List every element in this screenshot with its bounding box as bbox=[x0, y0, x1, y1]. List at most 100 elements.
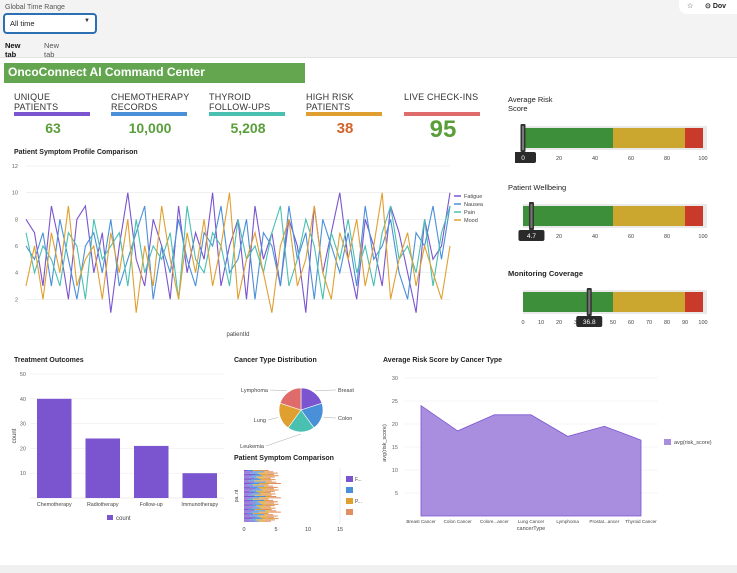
hbar-segment bbox=[257, 501, 268, 503]
line-series bbox=[25, 192, 451, 313]
hbar-segment bbox=[259, 497, 270, 499]
hbar-segment bbox=[273, 489, 279, 491]
hbar-segment bbox=[250, 501, 258, 503]
kpi-bar bbox=[111, 112, 187, 116]
hbar-segment bbox=[253, 499, 264, 501]
hbar-segment bbox=[250, 497, 260, 499]
y-tick-label: 8 bbox=[15, 217, 18, 223]
hbar-segment bbox=[244, 477, 255, 479]
hbar-segment bbox=[271, 479, 276, 481]
hbar-segment bbox=[250, 511, 260, 513]
y-tick-label: 6 bbox=[15, 244, 18, 250]
x-tick-label: Radiotherapy bbox=[87, 502, 119, 508]
tab-new-2[interactable]: New tab bbox=[44, 41, 60, 59]
gauge-readout-box bbox=[515, 152, 536, 163]
hbar-segment bbox=[254, 494, 263, 496]
legend-label: Fatigue bbox=[464, 194, 482, 200]
gauge-band-red bbox=[685, 206, 703, 226]
x-tick-label: Breast Cancer bbox=[406, 519, 436, 524]
download-button[interactable]: ⊙ Dov bbox=[705, 2, 726, 10]
hbar-segment bbox=[270, 481, 277, 483]
kpi-value: 38 bbox=[336, 120, 354, 137]
hbar-segment bbox=[273, 503, 279, 505]
hbar-segment bbox=[253, 481, 266, 483]
time-range-label: Global Time Range bbox=[5, 4, 65, 11]
hbar-segment bbox=[253, 510, 266, 512]
kpi-label: LIVE CHECK-INS bbox=[404, 92, 479, 102]
hbar-segment bbox=[253, 485, 264, 487]
time-range-select[interactable]: All time ▼ bbox=[3, 13, 97, 34]
hbar-segment bbox=[255, 488, 261, 490]
x-tick-label: 5 bbox=[274, 527, 277, 533]
y-tick-label: 25 bbox=[392, 399, 398, 405]
hbar-segment bbox=[267, 514, 274, 516]
hbar-segment bbox=[263, 471, 268, 473]
kpi-label: HIGH RISK PATIENTS bbox=[306, 92, 354, 112]
gauge-tick-label: 60 bbox=[628, 234, 634, 240]
legend-swatch bbox=[346, 509, 353, 515]
hbar-segment bbox=[262, 494, 272, 496]
hbar-segment bbox=[263, 506, 271, 508]
pie-label: Lymphoma bbox=[241, 388, 269, 394]
hbar-segment bbox=[244, 512, 248, 514]
gauge-readout-box bbox=[518, 230, 545, 241]
hbar-segment bbox=[258, 477, 264, 479]
y-tick-label: 10 bbox=[12, 191, 18, 197]
hbar-segment bbox=[260, 516, 267, 518]
x-tick-label: Colon Cancer bbox=[444, 519, 473, 524]
hbar-segment bbox=[244, 486, 251, 488]
x-tick-label: Follow-up bbox=[140, 502, 163, 508]
browser-actions: ☆ ⊙ Dov bbox=[679, 0, 737, 14]
gauge-tick-label: 80 bbox=[664, 320, 670, 326]
hbar-segment bbox=[244, 480, 249, 482]
hbar-segment bbox=[269, 511, 281, 513]
gauge-readout: 0 bbox=[521, 155, 525, 162]
kpi-value: 95 bbox=[429, 116, 457, 143]
hbar-segment bbox=[266, 488, 274, 490]
hbar-segment bbox=[244, 484, 248, 486]
page-footer bbox=[0, 565, 737, 573]
y-axis-label: pa..nt bbox=[234, 489, 240, 502]
hbar-segment bbox=[270, 496, 277, 498]
gauge-title-coverage: Monitoring Coverage bbox=[508, 269, 584, 278]
hbar-segment bbox=[244, 481, 254, 483]
legend-label: Nausea bbox=[464, 202, 484, 208]
pie-label: Colon bbox=[338, 416, 352, 422]
hbar-segment bbox=[260, 502, 267, 504]
gauge-risk-score: 0204060801000 bbox=[515, 124, 708, 163]
pie-leader-line bbox=[267, 417, 279, 421]
gauge-tick-label: 20 bbox=[556, 320, 562, 326]
star-icon[interactable]: ☆ bbox=[687, 3, 694, 10]
hbar-segment bbox=[257, 472, 268, 474]
hbar-segment bbox=[244, 476, 250, 478]
hbar-segment bbox=[244, 492, 255, 494]
gauge-band-yellow bbox=[613, 206, 685, 226]
x-tick-label: Lung Cancer bbox=[518, 519, 545, 524]
hbar-segment bbox=[256, 505, 265, 507]
hbar-segment bbox=[260, 473, 267, 475]
gauge-tick-label: 80 bbox=[664, 234, 670, 240]
hbar-segment bbox=[265, 510, 271, 512]
hbar-segment bbox=[267, 501, 278, 503]
hbar-segment bbox=[259, 511, 270, 513]
hbar-segment bbox=[248, 494, 255, 496]
hbar-segment bbox=[264, 519, 275, 521]
kpi-bar bbox=[404, 112, 480, 116]
hbar-segment bbox=[252, 475, 263, 477]
hbar-segment bbox=[244, 488, 256, 490]
gauge-band-green bbox=[523, 292, 613, 312]
hbar-segment bbox=[267, 485, 274, 487]
hbar-segment bbox=[257, 486, 268, 488]
hbar-segment bbox=[244, 514, 254, 516]
hbar-segment bbox=[244, 498, 248, 500]
download-icon: ⊙ bbox=[705, 3, 711, 10]
x-tick-label: Chemotherapy bbox=[37, 502, 72, 508]
hbar-segment bbox=[259, 483, 270, 485]
hbar-segment bbox=[260, 470, 269, 472]
hbar-segment bbox=[256, 476, 265, 478]
hbar-segment bbox=[244, 472, 251, 474]
hbar-segment bbox=[247, 512, 254, 514]
risk-by-cancer-chart: 5 10 15 20 25 30 Breast Cancer Colon Cancer Colo… bbox=[382, 376, 712, 532]
y-tick-label: 2 bbox=[15, 297, 18, 303]
hbar-segment bbox=[256, 490, 265, 492]
